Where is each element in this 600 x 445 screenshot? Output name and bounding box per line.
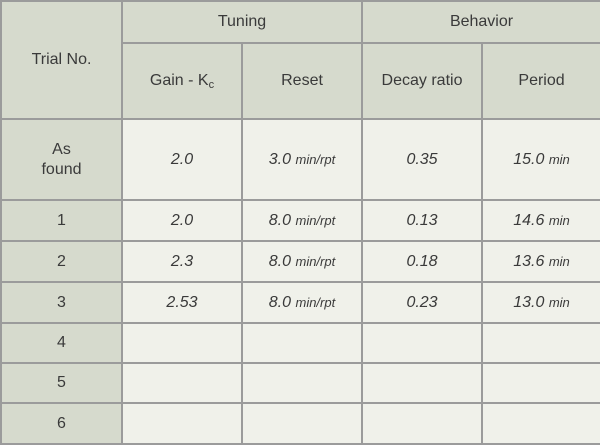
period-cell: 15.0 min bbox=[481, 118, 600, 201]
header-decay-ratio: Decay ratio bbox=[361, 42, 484, 120]
header-group-tuning: Tuning bbox=[120, 0, 364, 44]
reset-cell bbox=[240, 362, 364, 404]
header-group-row: Trial No. Tuning Behavior bbox=[0, 0, 600, 120]
table-row: 5 bbox=[0, 362, 600, 404]
reset-unit: min/rpt bbox=[295, 151, 336, 167]
period-unit: min bbox=[548, 294, 570, 310]
header-period: Period bbox=[481, 42, 600, 120]
decay-cell bbox=[361, 362, 484, 404]
period-cell bbox=[481, 322, 600, 364]
gain-cell: 2.0 bbox=[121, 199, 243, 242]
trial-line-1: As bbox=[52, 140, 71, 158]
decay-cell bbox=[361, 402, 484, 445]
period-cell: 13.0 min bbox=[481, 281, 600, 324]
reset-value: 8.0 bbox=[268, 252, 292, 270]
header-group-behavior: Behavior bbox=[361, 0, 600, 44]
reset-unit: min/rpt bbox=[295, 294, 336, 310]
period-cell: 14.6 min bbox=[481, 199, 600, 242]
period-cell bbox=[481, 362, 600, 404]
trial-cell: 3 bbox=[0, 281, 123, 324]
header-gain-subscript: c bbox=[208, 78, 215, 91]
gain-cell: 2.0 bbox=[121, 118, 243, 201]
header-gain: Gain - Kc bbox=[121, 42, 243, 120]
table-row: 1 2.0 8.0 min/rpt 0.13 14.6 min bbox=[0, 199, 600, 242]
period-value: 13.6 bbox=[513, 252, 545, 270]
decay-cell: 0.13 bbox=[361, 199, 484, 242]
decay-cell bbox=[361, 322, 484, 364]
period-value: 14.6 bbox=[513, 211, 545, 229]
table-row: 3 2.53 8.0 min/rpt 0.23 13.0 min bbox=[0, 281, 600, 324]
reset-cell: 8.0 min/rpt bbox=[240, 199, 364, 242]
period-value: 13.0 bbox=[513, 293, 545, 311]
trial-line-1: 1 bbox=[57, 211, 66, 229]
trial-cell: 4 bbox=[0, 322, 123, 364]
reset-value: 3.0 bbox=[268, 150, 292, 168]
trial-cell: 1 bbox=[0, 199, 123, 242]
reset-cell bbox=[240, 322, 364, 364]
trial-line-1: 5 bbox=[57, 374, 66, 391]
period-value: 15.0 bbox=[513, 150, 545, 168]
period-unit: min bbox=[548, 212, 570, 228]
period-unit: min bbox=[548, 151, 570, 167]
table-row: As found 2.0 3.0 min/rpt 0.35 15.0 min bbox=[0, 118, 600, 201]
header-reset: Reset bbox=[240, 42, 364, 120]
trial-cell: As found bbox=[0, 118, 123, 201]
decay-cell: 0.18 bbox=[361, 240, 484, 283]
gain-cell bbox=[121, 362, 243, 404]
trial-cell: 2 bbox=[0, 240, 123, 283]
reset-cell: 3.0 min/rpt bbox=[240, 118, 364, 201]
header-gain-label: Gain - K bbox=[149, 71, 209, 89]
header-columns-row: Gain - Kc Reset Decay ratio Period bbox=[1, 42, 600, 120]
table-row: 4 bbox=[0, 322, 600, 364]
reset-unit: min/rpt bbox=[295, 212, 336, 228]
header-trial-no: Trial No. bbox=[0, 0, 123, 120]
reset-value: 8.0 bbox=[268, 293, 292, 311]
decay-cell: 0.35 bbox=[361, 118, 484, 201]
period-cell: 13.6 min bbox=[481, 240, 600, 283]
period-cell bbox=[481, 402, 600, 445]
trial-cell: 5 bbox=[0, 362, 123, 404]
reset-cell: 8.0 min/rpt bbox=[240, 281, 364, 324]
trial-line-1: 6 bbox=[57, 414, 66, 432]
gain-cell bbox=[121, 402, 243, 445]
reset-cell: 8.0 min/rpt bbox=[240, 240, 364, 283]
gain-cell: 2.53 bbox=[121, 281, 243, 324]
trial-line-1: 4 bbox=[57, 334, 66, 351]
trial-cell: 6 bbox=[0, 402, 123, 445]
period-unit: min bbox=[548, 253, 570, 269]
trial-line-2: found bbox=[41, 160, 82, 178]
table-row: 2 2.3 8.0 min/rpt 0.18 13.6 min bbox=[0, 240, 600, 283]
reset-unit: min/rpt bbox=[295, 253, 336, 269]
trial-line-1: 3 bbox=[57, 293, 66, 311]
decay-cell: 0.23 bbox=[361, 281, 484, 324]
gain-cell bbox=[121, 322, 243, 364]
reset-cell bbox=[240, 402, 364, 445]
reset-value: 8.0 bbox=[268, 211, 292, 229]
gain-cell: 2.3 bbox=[121, 240, 243, 283]
table-body: As found 2.0 3.0 min/rpt 0.35 15.0 min 1 … bbox=[0, 118, 600, 445]
table-row: 6 bbox=[0, 402, 600, 445]
trial-line-1: 2 bbox=[57, 252, 66, 270]
